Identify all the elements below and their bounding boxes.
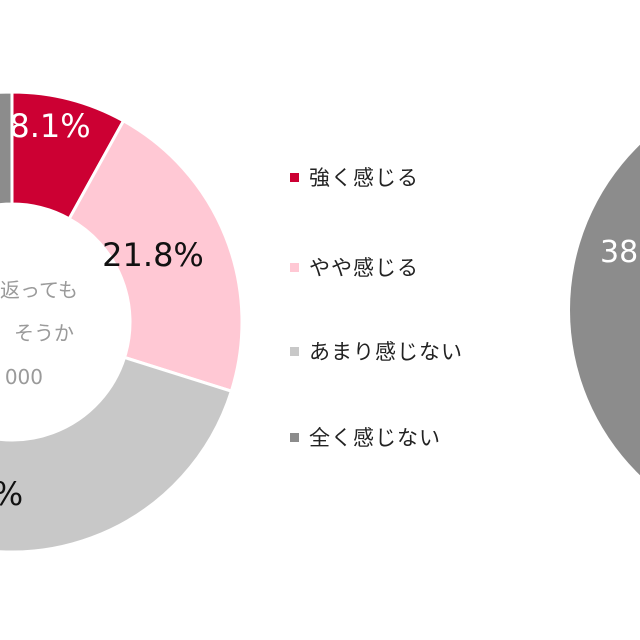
legend-item-somewhat: やや感じる bbox=[290, 252, 419, 282]
slice-not-at-all bbox=[0, 90, 14, 207]
center-text-line-1: 返っても bbox=[0, 278, 78, 302]
legend-label-not-much: あまり感じない bbox=[309, 340, 463, 364]
data-label-strong: 8.1% bbox=[9, 107, 90, 145]
legend-item-not-at-all: 全く感じない bbox=[290, 422, 441, 452]
legend-swatch-somewhat bbox=[290, 262, 299, 272]
right-data-label: 38 bbox=[600, 235, 638, 270]
legend-label-strong: 強く感じる bbox=[309, 166, 419, 190]
legend-swatch-not-at-all bbox=[290, 432, 299, 442]
legend-label-somewhat: やや感じる bbox=[309, 256, 419, 280]
data-label-not-much: % bbox=[0, 475, 23, 513]
legend-swatch-not-much bbox=[290, 346, 299, 356]
data-label-somewhat: 21.8% bbox=[102, 236, 204, 274]
left-donut-chart: 8.1% 21.8% % 返っても そうか 000 bbox=[0, 90, 244, 554]
right-donut-visible-slice bbox=[570, 144, 640, 476]
legend-item-strong: 強く感じる bbox=[290, 162, 419, 192]
slice-not-much bbox=[0, 355, 234, 554]
legend-swatch-strong bbox=[290, 172, 299, 182]
legend-item-not-much: あまり感じない bbox=[290, 336, 463, 366]
right-donut-chart: 38 bbox=[570, 144, 640, 476]
center-text-line-2: そうか bbox=[14, 321, 74, 345]
slice-somewhat bbox=[67, 118, 244, 394]
legend-label-not-at-all: 全く感じない bbox=[309, 426, 441, 450]
center-text-line-3: 000 bbox=[5, 365, 43, 389]
